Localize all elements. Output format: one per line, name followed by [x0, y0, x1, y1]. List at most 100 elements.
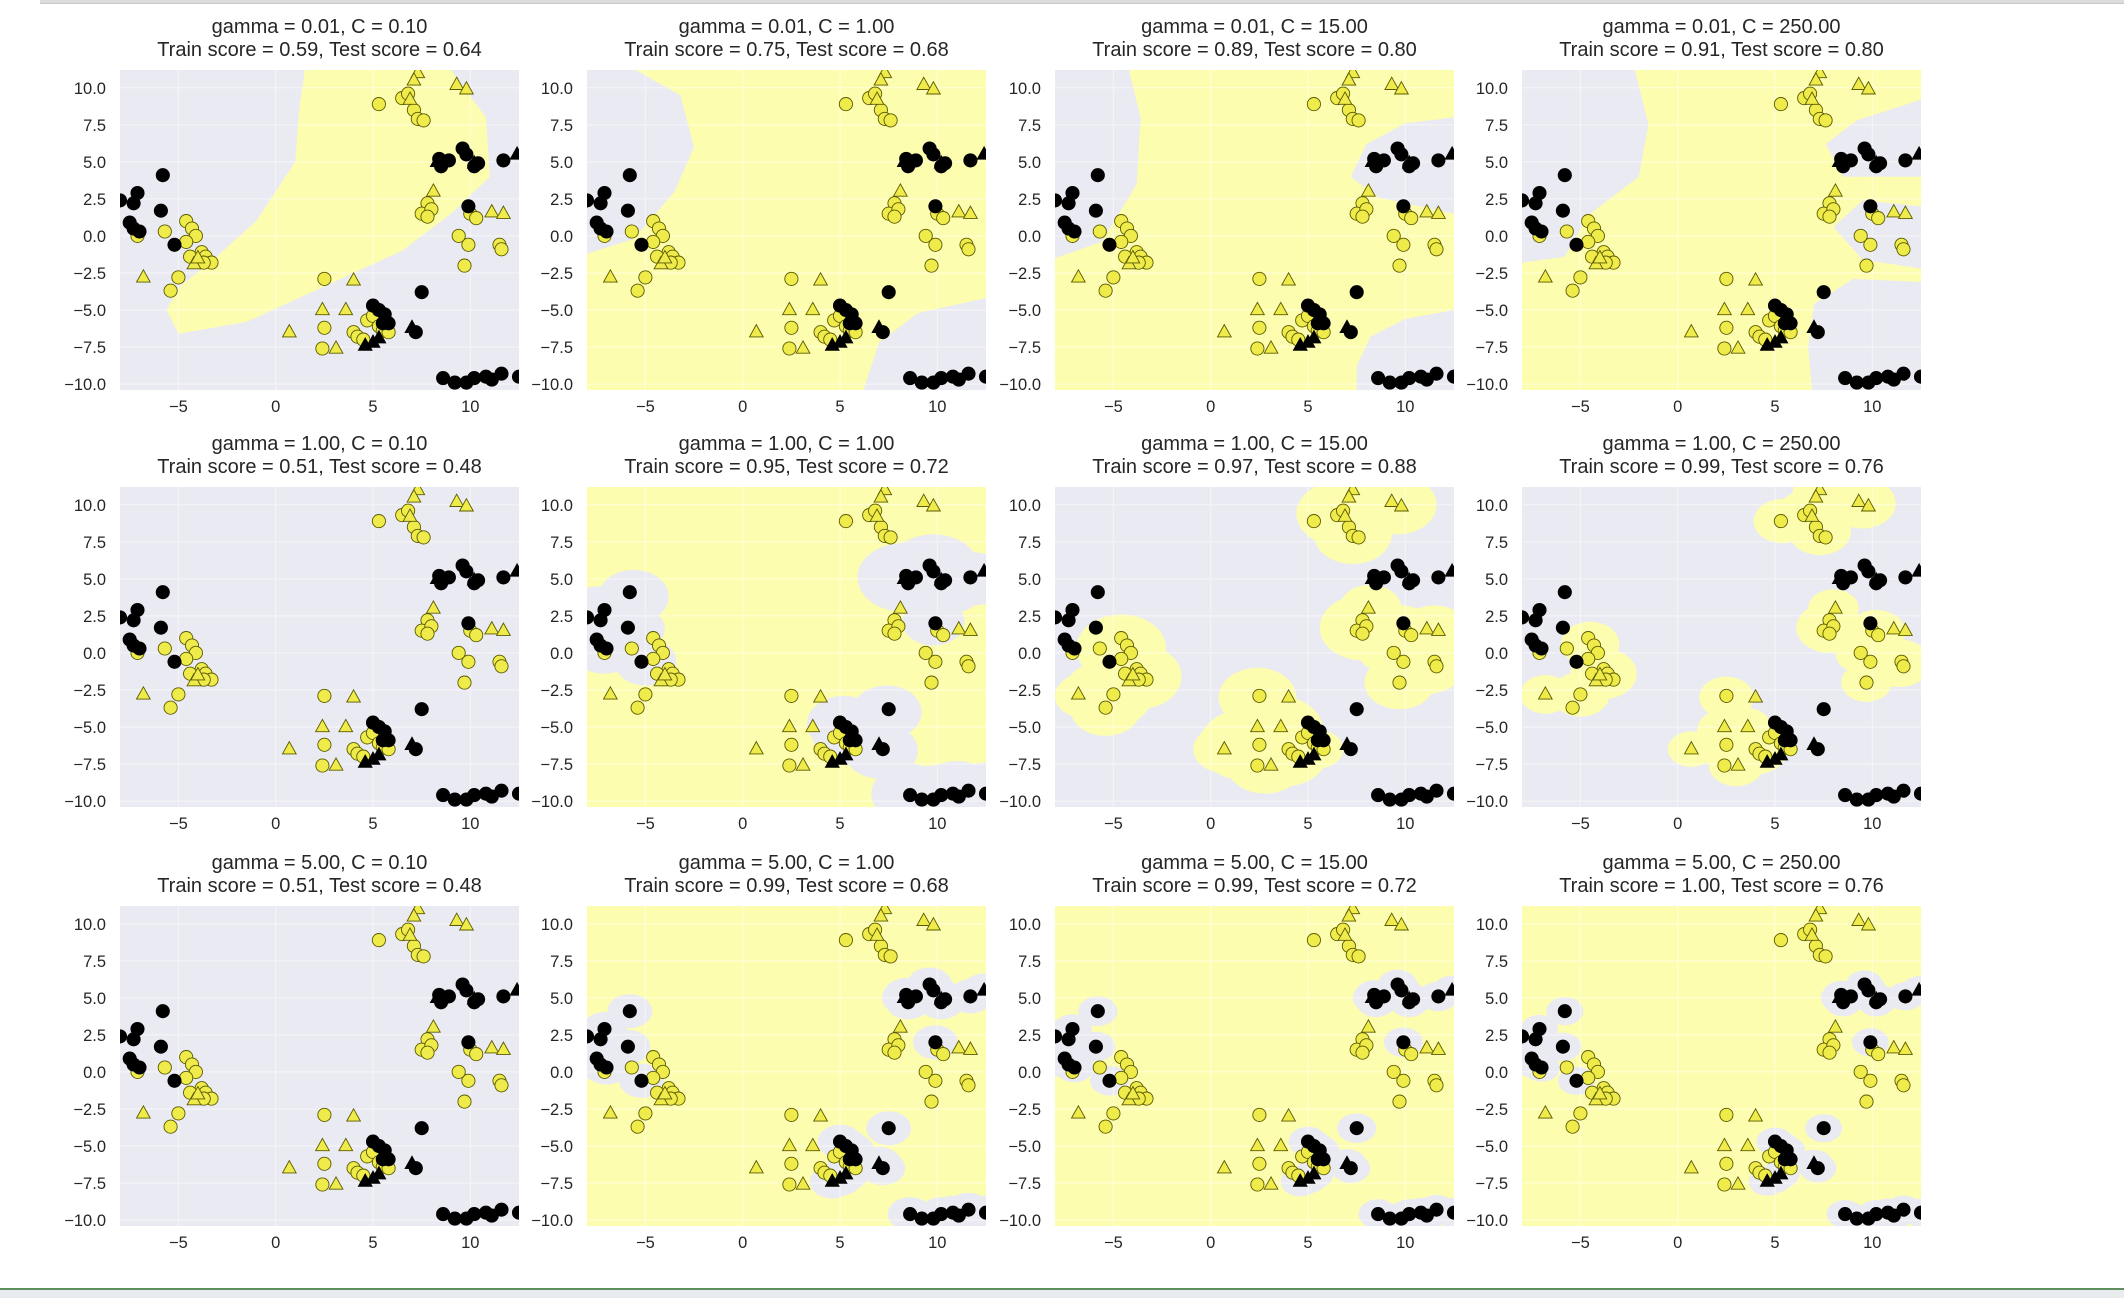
data-point: [1250, 758, 1265, 773]
data-point: [903, 1207, 918, 1222]
y-tick-label: 0.0: [550, 228, 573, 246]
data-point: [1360, 1018, 1376, 1033]
y-tick-label: 0.0: [83, 228, 106, 246]
data-point: [1444, 981, 1454, 996]
data-point: [317, 1156, 332, 1171]
x-tick-label: 5: [1770, 1234, 1779, 1252]
y-tick-label: 7.5: [550, 953, 573, 971]
data-point: [1853, 1064, 1868, 1079]
data-point: [1446, 786, 1454, 801]
subplot-12: −5 0 5 10 10.0 7.5 5.0 2.5 0.0 −2.5 −5.0 −7.5 −10.0: [1466, 906, 1921, 1252]
data-point: [784, 688, 799, 703]
data-point: [1444, 145, 1454, 160]
subplot-title-params: gamma = 5.00, C = 15.00: [1141, 852, 1368, 874]
data-point: [961, 1078, 976, 1093]
subplot-title-7: gamma = 1.00, C = 15.00 Train score = 0.9…: [905, 433, 1605, 479]
data-point: [1371, 1207, 1386, 1222]
data-point: [869, 508, 885, 522]
subplot-3: −5 0 5 10 10.0 7.5 5.0 2.5 0.0 −2.5 −5.0 −7.5 −10.0: [999, 70, 1454, 416]
x-tick-label: 5: [1770, 398, 1779, 416]
data-point: [1106, 687, 1121, 702]
data-point: [1581, 234, 1596, 249]
y-tick-label: −7.5: [540, 339, 573, 357]
y-tick-label: 2.5: [550, 608, 573, 626]
y-tick-label: −2.5: [73, 265, 106, 283]
data-point: [883, 113, 898, 128]
data-point: [587, 193, 595, 208]
data-point: [328, 339, 344, 354]
data-point: [190, 1085, 206, 1100]
data-point: [1392, 675, 1407, 690]
subplot-title-scores: Train score = 0.51, Test score = 0.48: [157, 456, 482, 478]
data-point: [429, 153, 445, 168]
data-point: [928, 237, 943, 252]
data-point: [1717, 1177, 1732, 1192]
data-point: [646, 651, 661, 666]
data-point: [630, 283, 645, 298]
scatter-points: [120, 70, 519, 390]
data-point: [933, 990, 949, 1005]
data-point: [371, 97, 386, 112]
data-point: [494, 242, 509, 257]
data-point: [425, 599, 441, 614]
data-point: [916, 493, 932, 507]
data-point: [624, 224, 639, 239]
data-point: [357, 337, 373, 351]
data-point: [918, 228, 933, 243]
y-tick-label: −5.0: [540, 1138, 573, 1156]
data-point: [630, 700, 645, 715]
data-point: [1273, 301, 1289, 316]
y-tick-label: 7.5: [550, 534, 573, 552]
x-tick-label: 0: [738, 1234, 747, 1252]
x-tick-label: 5: [1303, 1234, 1312, 1252]
y-tick-label: 0.0: [550, 1064, 573, 1082]
y-tick-label: −7.5: [1008, 1175, 1041, 1193]
data-point: [842, 316, 857, 331]
data-point: [1396, 1073, 1411, 1088]
data-point: [1065, 185, 1080, 201]
data-point: [1859, 258, 1874, 273]
data-point: [951, 203, 967, 218]
data-point: [130, 185, 145, 201]
y-tick-label: 5.0: [1018, 571, 1041, 589]
x-tick-label: −5: [1104, 1234, 1123, 1252]
data-point: [1355, 1045, 1370, 1060]
data-point: [748, 323, 764, 338]
subplot-title-scores: Train score = 0.99, Test score = 0.76: [1559, 456, 1884, 478]
data-point: [620, 203, 635, 218]
data-point: [1863, 1073, 1878, 1088]
data-point: [1896, 366, 1911, 381]
data-point: [1532, 185, 1547, 201]
y-tick-label: 10.0: [1476, 497, 1508, 515]
data-point: [467, 1207, 482, 1222]
data-point: [1106, 270, 1121, 285]
data-point: [1349, 702, 1364, 717]
tick-labels: −5 0 5 10 10.0 7.5 5.0 2.5 0.0 −2.5 −5.0 −7.5 −10.0: [1466, 80, 1881, 416]
x-tick-label: 0: [1206, 1234, 1215, 1252]
x-tick-label: 0: [271, 1234, 280, 1252]
data-point: [1831, 989, 1847, 1004]
data-point: [328, 1175, 344, 1190]
data-point: [1573, 1106, 1588, 1121]
data-point: [1106, 1106, 1121, 1121]
data-point: [928, 1073, 943, 1088]
data-point: [928, 199, 943, 214]
data-point: [978, 786, 986, 801]
data-point: [1851, 912, 1867, 926]
data-point: [748, 740, 764, 755]
scatter-points: [1055, 70, 1454, 390]
data-point: [1913, 369, 1921, 384]
subplot-title-scores: Train score = 0.75, Test score = 0.68: [624, 39, 949, 61]
subplot-title-params: gamma = 1.00, C = 0.10: [211, 433, 428, 455]
y-tick-label: −5.0: [73, 719, 106, 737]
data-point: [420, 626, 435, 641]
data-point: [873, 488, 889, 503]
data-point: [315, 341, 330, 356]
data-point: [457, 258, 472, 273]
y-tick-label: −10.0: [531, 1212, 573, 1230]
data-point: [163, 283, 178, 298]
data-point: [1067, 224, 1082, 239]
data-point: [153, 203, 168, 218]
y-tick-label: −5.0: [540, 719, 573, 737]
y-tick-label: −7.5: [73, 756, 106, 774]
